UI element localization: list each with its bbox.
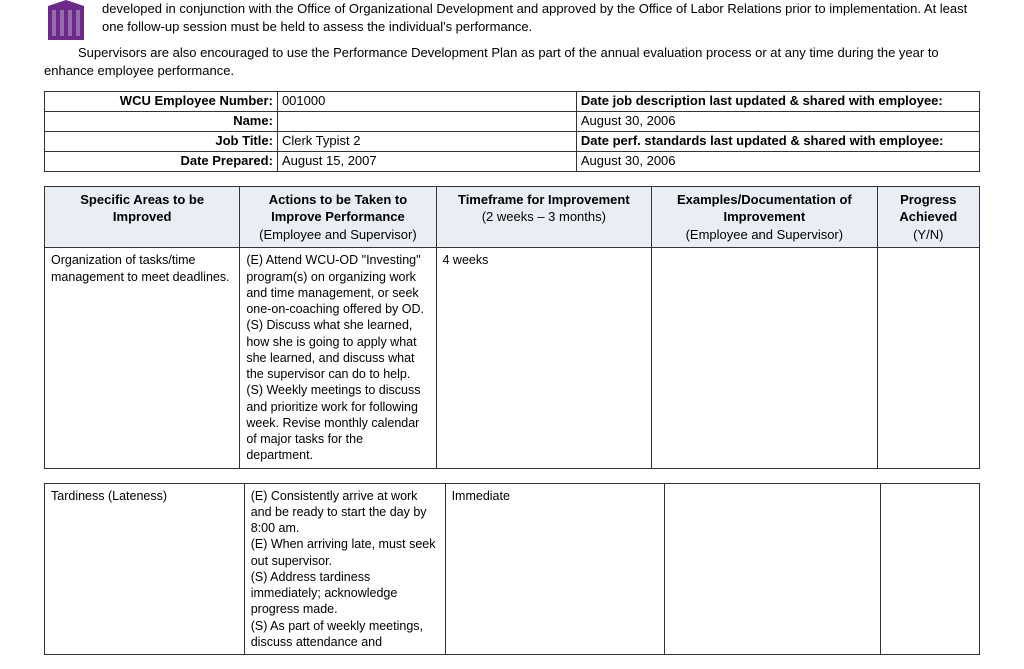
emp-prepared-label: Date Prepared:	[45, 151, 278, 171]
cell-areas: Organization of tasks/time management to…	[45, 248, 240, 468]
col-header-examples: Examples/Documentation of Improvement (E…	[652, 186, 877, 248]
plan-row: Organization of tasks/time management to…	[45, 248, 980, 468]
cell-actions: (E) Consistently arrive at work and be r…	[244, 483, 445, 655]
cell-examples	[665, 483, 880, 655]
cell-actions: (E) Attend WCU-OD "Investing" program(s)…	[240, 248, 436, 468]
cell-timeframe: 4 weeks	[436, 248, 652, 468]
jd-date-label: Date job description last updated & shar…	[576, 92, 979, 112]
emp-name-value	[277, 111, 576, 131]
cell-progress	[877, 248, 979, 468]
plan-table-2: Tardiness (Lateness) (E) Consistently ar…	[44, 483, 980, 656]
plan-row: Tardiness (Lateness) (E) Consistently ar…	[45, 483, 980, 655]
plan-table-1: Specific Areas to be Improved Actions to…	[44, 186, 980, 469]
cell-progress	[880, 483, 979, 655]
emp-title-label: Job Title:	[45, 131, 278, 151]
cell-timeframe: Immediate	[445, 483, 665, 655]
cell-examples	[652, 248, 877, 468]
emp-number-label: WCU Employee Number:	[45, 92, 278, 112]
col-header-progress: Progress Achieved (Y/N)	[877, 186, 979, 248]
cell-areas: Tardiness (Lateness)	[45, 483, 245, 655]
ps-date-label: Date perf. standards last updated & shar…	[576, 131, 979, 151]
intro-paragraph-2: Supervisors are also encouraged to use t…	[44, 44, 980, 79]
col-header-timeframe: Timeframe for Improvement (2 weeks – 3 m…	[436, 186, 652, 248]
emp-name-label: Name:	[45, 111, 278, 131]
ps-date-value: August 30, 2006	[576, 151, 979, 171]
emp-number-value: 001000	[277, 92, 576, 112]
employee-info-table: WCU Employee Number: 001000 Date job des…	[44, 91, 980, 172]
org-logo	[44, 0, 88, 44]
emp-prepared-value: August 15, 2007	[277, 151, 576, 171]
jd-date-value: August 30, 2006	[576, 111, 979, 131]
emp-title-value: Clerk Typist 2	[277, 131, 576, 151]
col-header-areas: Specific Areas to be Improved	[45, 186, 240, 248]
col-header-actions: Actions to be Taken to Improve Performan…	[240, 186, 436, 248]
intro-paragraph-1: developed in conjunction with the Office…	[102, 0, 980, 35]
intro-block: developed in conjunction with the Office…	[44, 0, 980, 79]
